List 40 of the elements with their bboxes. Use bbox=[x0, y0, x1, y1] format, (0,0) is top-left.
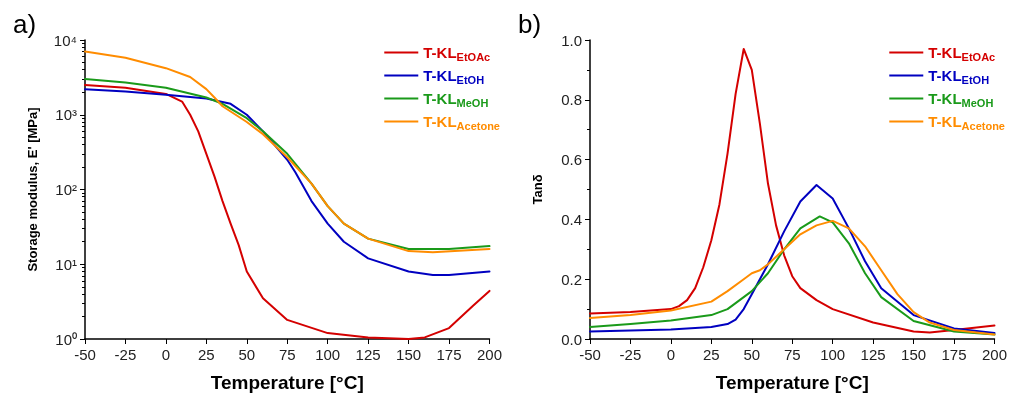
x-tick-label: 50 bbox=[743, 346, 761, 363]
x-tick-label: 200 bbox=[476, 346, 502, 363]
x-tick-label: 0 bbox=[666, 346, 676, 363]
x-tick-label: 175 bbox=[941, 346, 967, 363]
x-tick-label: -25 bbox=[619, 346, 642, 363]
x-tick-label: 75 bbox=[783, 346, 801, 363]
y-tick-label: 10³ bbox=[55, 106, 77, 124]
x-tick-label: -25 bbox=[114, 346, 137, 363]
x-tick-label: 200 bbox=[981, 346, 1007, 363]
x-tick-label: 125 bbox=[860, 346, 886, 363]
x-tick-label: 50 bbox=[238, 346, 256, 363]
x-tick-label: 0 bbox=[161, 346, 171, 363]
x-tick-label: -50 bbox=[74, 346, 96, 363]
x-tick-label: 25 bbox=[198, 346, 215, 363]
line-series bbox=[589, 184, 996, 335]
x-tick-label: 75 bbox=[278, 346, 296, 363]
x-tick-label: 150 bbox=[396, 346, 422, 363]
x-tick-label: -50 bbox=[579, 346, 601, 363]
y-axis-title: Storage modulus, E' [MPa] bbox=[25, 107, 40, 272]
x-axis-title: Temperature [°C] bbox=[715, 372, 869, 393]
x-tick-label: 150 bbox=[901, 346, 927, 363]
chart-title: b) bbox=[518, 9, 542, 39]
x-tick-label: 25 bbox=[703, 346, 720, 363]
y-tick-label: 10¹ bbox=[55, 255, 77, 273]
y-tick-label: 0.2 bbox=[561, 270, 582, 288]
y-tick-label: 10⁰ bbox=[55, 330, 77, 348]
y-axis-title: Tanδ bbox=[530, 174, 545, 205]
y-tick-label: 1.0 bbox=[561, 31, 582, 49]
x-tick-label: 175 bbox=[436, 346, 462, 363]
x-axis-title: Temperature [°C] bbox=[210, 372, 364, 393]
x-tick-label: 100 bbox=[820, 346, 846, 363]
chart-title: a) bbox=[13, 9, 37, 39]
x-tick-label: 125 bbox=[355, 346, 381, 363]
y-tick-label: 0.8 bbox=[561, 91, 582, 109]
y-tick-label: 10⁴ bbox=[53, 31, 77, 49]
y-tick-label: 0.4 bbox=[561, 210, 582, 228]
y-tick-label: 0.0 bbox=[561, 330, 582, 348]
y-tick-label: 0.6 bbox=[561, 151, 582, 169]
x-tick-label: 100 bbox=[315, 346, 341, 363]
y-tick-label: 10² bbox=[55, 181, 77, 198]
